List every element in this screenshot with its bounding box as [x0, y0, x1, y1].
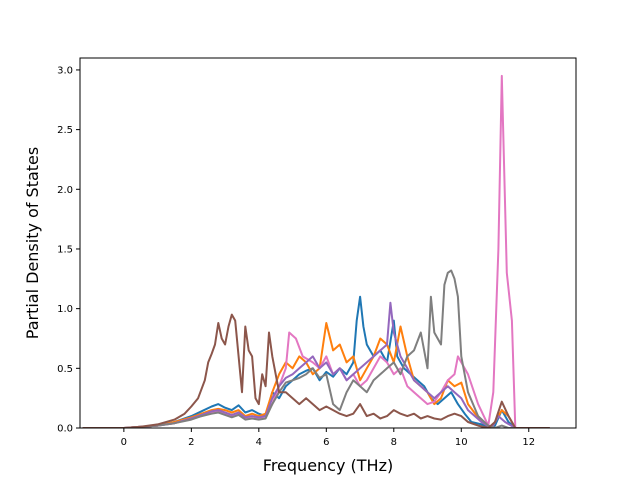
y-tick-label: 0.0 — [57, 424, 73, 435]
y-tick-label: 1.0 — [57, 304, 73, 315]
series-line-4 — [82, 301, 550, 428]
plot-frame — [79, 57, 577, 429]
x-tick-label: 12 — [522, 437, 535, 448]
x-tick-label: 4 — [256, 437, 262, 448]
series-line-1 — [82, 295, 550, 428]
series-lines — [82, 74, 550, 428]
x-tick-label: 10 — [455, 437, 468, 448]
y-tick-label: 2.0 — [57, 185, 73, 196]
y-tick-label: 0.5 — [57, 364, 73, 375]
x-tick-label: 6 — [323, 437, 329, 448]
y-axis-ticks: 0.0 0.5 1.0 1.5 2.0 2.5 3.0 — [57, 65, 80, 435]
x-tick-label: 2 — [188, 437, 194, 448]
y-tick-label: 1.5 — [57, 244, 73, 255]
series-line-5 — [82, 269, 550, 428]
y-tick-label: 3.0 — [57, 65, 73, 76]
x-axis-ticks: 0 2 4 6 8 10 12 — [121, 428, 535, 448]
x-axis-label: Frequency (THz) — [263, 456, 393, 475]
series-line-6 — [82, 313, 550, 428]
series-line-3 — [82, 74, 550, 428]
x-tick-label: 8 — [391, 437, 397, 448]
y-axis-label: Partial Density of States — [23, 147, 42, 339]
x-tick-label: 0 — [121, 437, 127, 448]
series-line-2 — [82, 322, 550, 428]
y-tick-label: 2.5 — [57, 125, 73, 136]
